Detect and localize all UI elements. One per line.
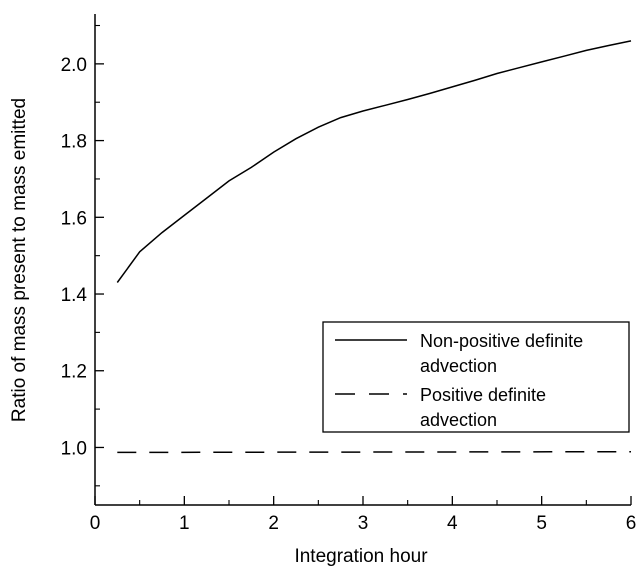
y-tick-label: 1.8 <box>61 132 87 153</box>
x-tick-label: 4 <box>447 513 458 534</box>
y-axis-label: Ratio of mass present to mass emitted <box>9 98 30 422</box>
x-tick-label: 1 <box>179 513 190 534</box>
y-tick-label: 2.0 <box>61 55 87 76</box>
legend-label: advection <box>420 356 497 376</box>
y-tick-label: 1.4 <box>61 285 88 306</box>
legend-label: Positive definite <box>420 385 546 405</box>
y-tick-label: 1.2 <box>61 362 87 383</box>
x-tick-label: 5 <box>536 513 547 534</box>
legend-label: advection <box>420 410 497 430</box>
series-line-positive-definite <box>117 450 632 454</box>
y-tick-label: 1.6 <box>61 208 87 229</box>
x-tick-label: 2 <box>268 513 279 534</box>
x-tick-label: 3 <box>358 513 369 534</box>
legend-label: Non-positive definite <box>420 331 583 351</box>
series <box>116 40 632 454</box>
series-line-non-positive-definite <box>116 40 632 283</box>
x-tick-label: 0 <box>90 513 101 534</box>
ticks: 1.0 1.2 1.4 1.6 1.8 2.0 0 1 2 3 4 5 6 <box>61 24 637 534</box>
y-tick-label: 1.0 <box>61 438 87 459</box>
x-tick-label: 6 <box>626 513 637 534</box>
legend: Non-positive definite advection Positive d… <box>322 321 630 433</box>
x-axis-label: Integration hour <box>294 546 428 567</box>
